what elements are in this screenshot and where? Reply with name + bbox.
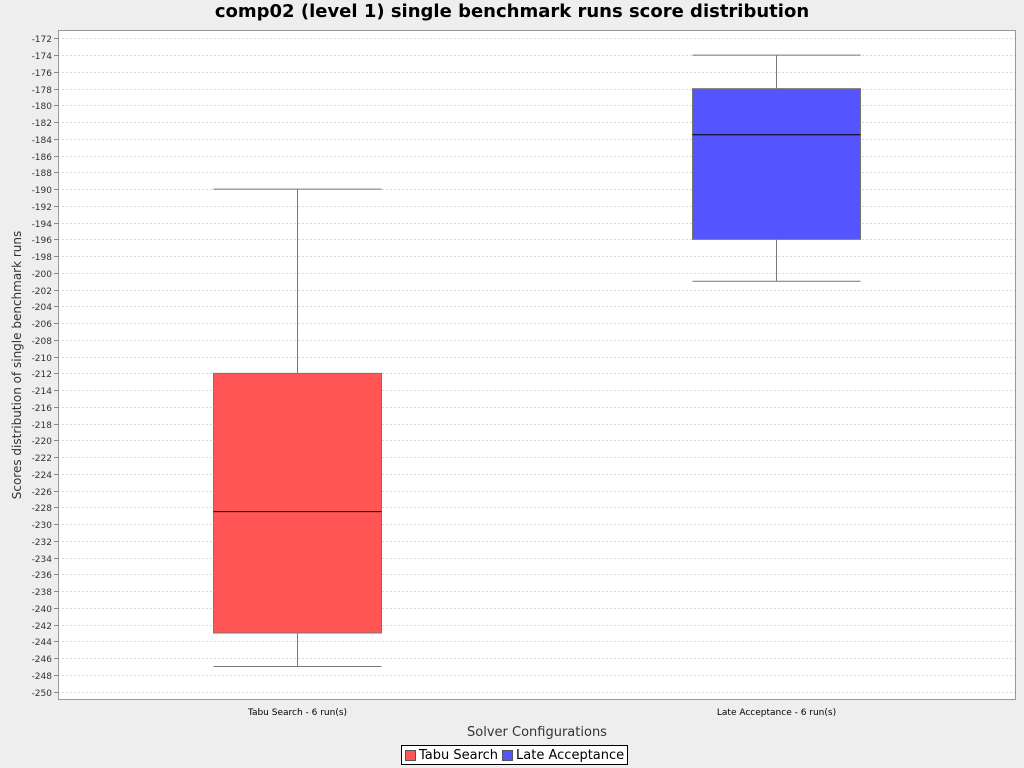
- y-axis-label: Scores distribution of single benchmark …: [10, 231, 24, 500]
- y-tick-label: -234: [32, 555, 53, 565]
- plot-border: [58, 30, 1016, 700]
- y-tick-label: -208: [32, 337, 53, 347]
- y-tick-label: -250: [32, 689, 53, 699]
- y-tick-label: -214: [32, 387, 53, 397]
- y-tick-label: -186: [32, 153, 53, 163]
- y-tick-label: -224: [32, 471, 53, 481]
- y-tick-label: -218: [32, 421, 53, 431]
- y-tick-label: -172: [32, 35, 52, 45]
- y-tick-label: -212: [32, 370, 52, 380]
- y-tick-label: -204: [32, 303, 53, 313]
- y-tick-label: -174: [32, 52, 53, 62]
- y-tick-label: -240: [32, 605, 53, 615]
- legend: Tabu Search Late Acceptance: [401, 745, 629, 765]
- y-tick-label: -184: [32, 136, 53, 146]
- plot-area: [58, 30, 1016, 700]
- y-tick-label: -236: [32, 571, 53, 581]
- y-tick-label: -216: [32, 404, 53, 414]
- iqr-box: [692, 88, 861, 240]
- y-tick-label: -196: [32, 236, 53, 246]
- y-tick-label: -200: [32, 270, 53, 280]
- legend-swatch-late-acceptance: [502, 749, 514, 761]
- legend-label-late-acceptance: Late Acceptance: [516, 747, 625, 763]
- legend-label-tabu-search: Tabu Search: [419, 747, 499, 763]
- iqr-box: [213, 372, 382, 634]
- y-tick-label: -190: [32, 186, 53, 196]
- y-tick-label: -244: [32, 638, 53, 648]
- legend-item-tabu-search: Tabu Search: [405, 748, 498, 763]
- y-tick-label: -194: [32, 220, 53, 230]
- y-tick-label: -180: [32, 102, 53, 112]
- chart-title: comp02 (level 1) single benchmark runs s…: [214, 1, 810, 22]
- y-tick-label: -182: [32, 119, 52, 129]
- box-tabu-search: [213, 188, 382, 667]
- y-tick-label: -226: [32, 488, 53, 498]
- boxes: [213, 54, 861, 667]
- legend-swatch-tabu-search: [405, 749, 416, 761]
- y-tick-label: -228: [32, 504, 53, 514]
- y-tick-label: -242: [32, 622, 52, 632]
- y-tick-label: -238: [32, 588, 53, 598]
- y-tick-label: -178: [32, 86, 53, 96]
- y-tick-label: -230: [32, 521, 53, 531]
- y-tick-label: -188: [32, 169, 53, 179]
- y-tick-label: -176: [32, 69, 53, 79]
- y-tick-label: -246: [32, 655, 53, 665]
- y-tick-label: -232: [32, 538, 52, 548]
- y-tick-label: -248: [32, 672, 53, 682]
- y-tick-label: -202: [32, 287, 52, 297]
- x-axis-label: Solver Configurations: [467, 725, 607, 740]
- x-axis-labels: Tabu Search - 6 run(s) Late Acceptance - …: [247, 708, 836, 718]
- y-tick-label: -192: [32, 203, 52, 213]
- y-tick-label: -220: [32, 437, 53, 447]
- y-tick-label: -222: [32, 454, 52, 464]
- y-tick-label: -206: [32, 320, 53, 330]
- box-late-acceptance: [692, 54, 861, 282]
- y-tick-label: -198: [32, 253, 53, 263]
- x-tick-label: Late Acceptance - 6 run(s): [717, 708, 836, 718]
- y-axis-ticks: -172 -174 -176 -178 -180 -182 -184 -186 -188 -190…: [32, 35, 58, 699]
- x-tick-label: Tabu Search - 6 run(s): [247, 708, 347, 718]
- y-tick-label: -210: [32, 354, 53, 364]
- legend-item-late-acceptance: Late Acceptance: [502, 748, 624, 763]
